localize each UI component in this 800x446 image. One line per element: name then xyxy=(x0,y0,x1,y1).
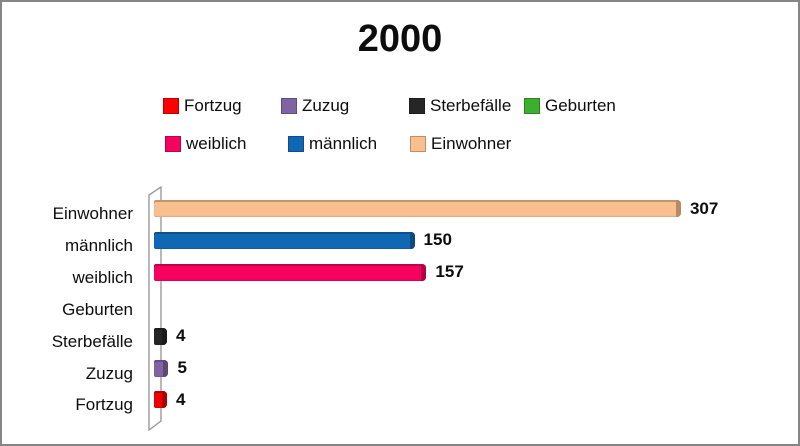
legend: Fortzug Zuzug Sterbefälle Geburten weiblich m… xyxy=(2,2,798,172)
value-label-Zuzug: 5 xyxy=(177,358,187,377)
bar-end-cap xyxy=(409,231,415,249)
legend-item-Geburten: Geburten xyxy=(524,97,616,115)
bar-Sterbefälle xyxy=(154,327,167,345)
legend-swatch xyxy=(165,136,181,152)
legend-item-männlich: männlich xyxy=(288,135,377,153)
bar-end-cap xyxy=(163,359,169,377)
legend-label: Zuzug xyxy=(302,96,350,115)
category-label-Fortzug: Fortzug xyxy=(75,395,133,415)
bar-Zuzug xyxy=(154,359,169,377)
bar-Einwohner xyxy=(154,200,681,217)
value-label-Fortzug: 4 xyxy=(176,389,186,409)
value-label-Einwohner: 307 xyxy=(689,198,719,218)
bar-Fortzug xyxy=(154,391,167,409)
legend-label: Geburten xyxy=(545,96,616,115)
legend-swatch xyxy=(163,98,179,114)
bar-end-cap xyxy=(162,391,167,409)
category-label-weiblich: weiblich xyxy=(72,267,133,287)
legend-item-Zuzug: Zuzug xyxy=(281,97,349,115)
legend-swatch xyxy=(524,98,540,114)
category-label-Geburten: Geburten xyxy=(62,299,133,319)
category-label-Zuzug: Zuzug xyxy=(85,363,133,383)
legend-label: Einwohner xyxy=(431,134,512,153)
legend-swatch xyxy=(281,98,297,114)
category-label-Sterbefälle: Sterbefälle xyxy=(51,331,133,351)
value-label-Sterbefälle: 4 xyxy=(176,326,186,346)
legend-item-Fortzug: Fortzug xyxy=(163,97,242,115)
bar-weiblich xyxy=(154,263,427,281)
category-label-Einwohner: Einwohner xyxy=(52,204,133,223)
legend-label: Fortzug xyxy=(184,96,242,115)
legend-swatch xyxy=(410,136,426,152)
legend-item-Einwohner: Einwohner xyxy=(410,135,511,153)
value-label-männlich: 150 xyxy=(423,230,452,250)
bar-end-cap xyxy=(421,263,427,281)
legend-swatch xyxy=(288,136,304,152)
legend-label: männlich xyxy=(309,134,378,153)
category-label-männlich: männlich xyxy=(64,235,133,255)
legend-label: Sterbefälle xyxy=(430,96,512,115)
legend-item-weiblich: weiblich xyxy=(165,135,246,153)
bar-end-cap xyxy=(162,327,167,345)
bar-end-cap xyxy=(675,200,681,217)
legend-label: weiblich xyxy=(186,134,247,153)
chart-title: 2000 xyxy=(357,18,443,60)
bar-männlich xyxy=(154,231,415,249)
value-label-weiblich: 157 xyxy=(435,262,464,282)
legend-item-Sterbefälle: Sterbefälle xyxy=(409,97,511,115)
legend-swatch xyxy=(409,98,425,114)
